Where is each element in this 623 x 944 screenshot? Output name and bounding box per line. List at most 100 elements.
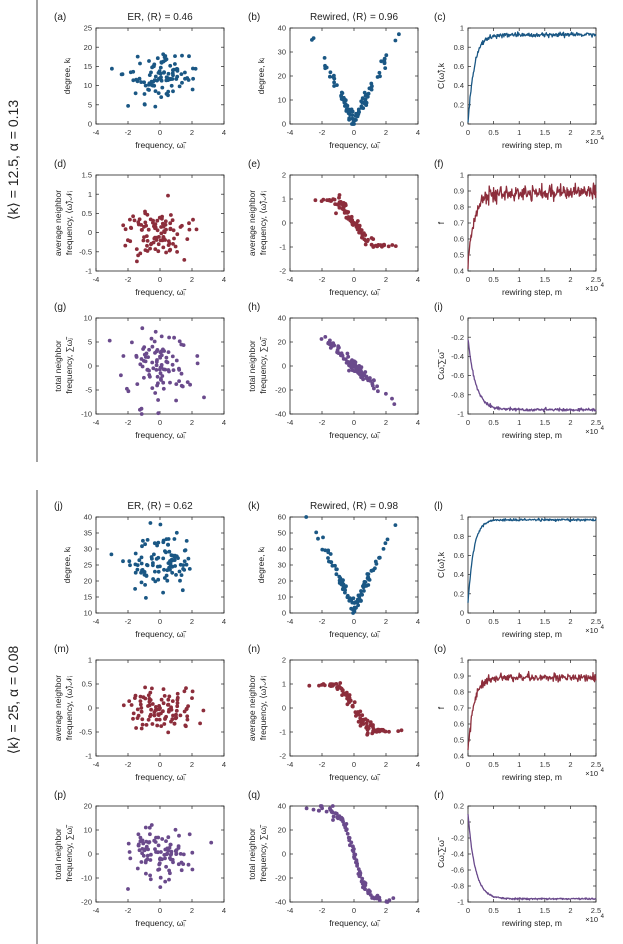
panel-label-h: (h) — [248, 302, 260, 313]
point-a-74 — [159, 95, 164, 99]
point-g-64 — [164, 359, 169, 364]
point-g-61 — [155, 358, 159, 362]
point-g-82 — [154, 363, 159, 368]
y-axis-label-line1-n: average neighbor — [247, 675, 257, 741]
point-j-41 — [173, 564, 178, 568]
y-tick-label-f: 1 — [460, 171, 464, 180]
y-axis-label-l: C⟨ω̃⟩,k — [436, 551, 446, 578]
point-n-98 — [376, 727, 381, 732]
point-m-86 — [172, 721, 177, 726]
point-p-45 — [148, 877, 153, 882]
point-e-76 — [362, 231, 366, 236]
point-p-35 — [127, 850, 132, 854]
x-tick-label-e: 2 — [384, 275, 388, 284]
point-n-97 — [343, 692, 348, 697]
point-q-93 — [345, 831, 350, 836]
point-m-24 — [140, 717, 145, 722]
point-m-19 — [138, 694, 143, 699]
point-k-57 — [359, 589, 363, 593]
group-label-1-text: ⟨k⟩ = 12.5, α = 0.13 — [5, 100, 21, 220]
x-axis-label-h: frequency, ω̃ᵢ — [329, 430, 380, 440]
x-tick-label-p: -2 — [125, 906, 132, 915]
point-a-63 — [166, 76, 170, 81]
y-axis-label-line1-m: average neighbor — [53, 675, 63, 741]
point-q-1 — [331, 818, 335, 822]
point-a-12 — [110, 66, 114, 71]
x-tick-label-l: 0 — [466, 617, 470, 626]
point-g-91 — [202, 395, 206, 400]
point-m-52 — [159, 697, 164, 702]
y-tick-label-b: 0 — [282, 120, 286, 129]
x-tick-label-n: 4 — [416, 760, 420, 769]
y-tick-label-o: 0.4 — [454, 752, 464, 761]
point-p-85 — [190, 850, 195, 855]
point-e-96 — [375, 244, 380, 249]
point-m-89 — [147, 703, 152, 708]
chart-a: -4 -2 0 2 4 0 5 10 15 20 25 (a) ER, ⟨R⟩ = 0.46 freque… — [54, 12, 226, 150]
point-a-61 — [166, 89, 171, 94]
point-b-44 — [340, 91, 345, 95]
point-h-1 — [346, 354, 351, 359]
point-g-0 — [166, 350, 171, 354]
y-axis-label-line1-g: total neighbor — [53, 340, 63, 392]
point-g-16 — [121, 354, 126, 358]
point-q-84 — [350, 844, 355, 849]
point-a-29 — [179, 72, 184, 76]
point-d-29 — [187, 227, 192, 232]
point-n-80 — [347, 696, 352, 700]
point-e-71 — [334, 211, 338, 216]
point-e-26 — [363, 242, 368, 247]
point-g-74 — [135, 382, 140, 386]
point-j-87 — [156, 555, 161, 560]
point-k-34 — [334, 572, 339, 577]
y-axis-label-line2-q: frequency, ∑ω̃ⱼ — [258, 825, 268, 882]
point-e-47 — [386, 244, 391, 249]
point-h-98 — [362, 372, 366, 377]
point-d-77 — [171, 228, 176, 233]
y-tick-label-n: 2 — [282, 656, 286, 665]
x-tick-label-o: 2 — [568, 760, 572, 769]
y-axis-label-d: average neighbor frequency, ⟨ω̃⟩𝒩ᵢ — [53, 190, 74, 256]
y-axis-label-text-f: f — [436, 221, 446, 224]
y-axis-label-c: C⟨ω̃⟩,k — [436, 62, 446, 89]
y-tick-label-f: 0.5 — [454, 251, 464, 260]
y-axis-label-line1-q: total neighbor — [247, 828, 257, 880]
x-tick-label-p: 2 — [190, 906, 194, 915]
series-line-l — [467, 517, 597, 603]
point-k-96 — [326, 556, 330, 560]
point-b-71 — [345, 103, 350, 108]
point-g-77 — [172, 335, 177, 340]
point-j-60 — [127, 559, 132, 564]
point-h-85 — [359, 373, 363, 378]
y-tick-label-m: -1 — [85, 752, 92, 761]
y-tick-label-d: -0.5 — [79, 247, 92, 256]
point-m-78 — [161, 687, 166, 691]
point-e-88 — [327, 198, 332, 202]
point-k-18 — [385, 537, 390, 542]
point-m-33 — [144, 723, 149, 727]
point-b-75 — [362, 100, 366, 105]
y-tick-label-r: -0.6 — [451, 866, 464, 875]
point-p-0 — [163, 856, 167, 861]
point-j-91 — [182, 559, 187, 564]
point-q-55 — [324, 809, 329, 814]
point-a-99 — [159, 60, 164, 65]
point-b-13 — [393, 38, 398, 43]
y-axis-label-text-l: C⟨ω̃⟩,k — [436, 551, 446, 578]
point-b-90 — [350, 113, 355, 117]
y-axis-label-m: average neighbor frequency, ⟨ω̃⟩𝒩ᵢ — [53, 675, 74, 741]
point-d-99 — [157, 215, 162, 220]
point-a-91 — [172, 67, 176, 72]
point-a-73 — [173, 62, 177, 66]
point-p-72 — [153, 847, 157, 851]
point-g-75 — [161, 367, 166, 372]
point-j-97 — [161, 590, 166, 595]
point-j-12 — [144, 573, 149, 578]
y-tick-label-o: 0.8 — [454, 688, 464, 697]
y-tick-label-o: 0.6 — [454, 720, 464, 729]
point-h-45 — [390, 396, 394, 401]
point-b-53 — [382, 60, 387, 65]
chart-r: 0 0.5 1 1.5 2 2.5 -1 -0.8 -0.6 -0.4 -0.2 0 0.2 (r) rew… — [434, 790, 605, 928]
point-j-67 — [166, 537, 171, 541]
x-tick-label-h: 4 — [416, 418, 420, 427]
